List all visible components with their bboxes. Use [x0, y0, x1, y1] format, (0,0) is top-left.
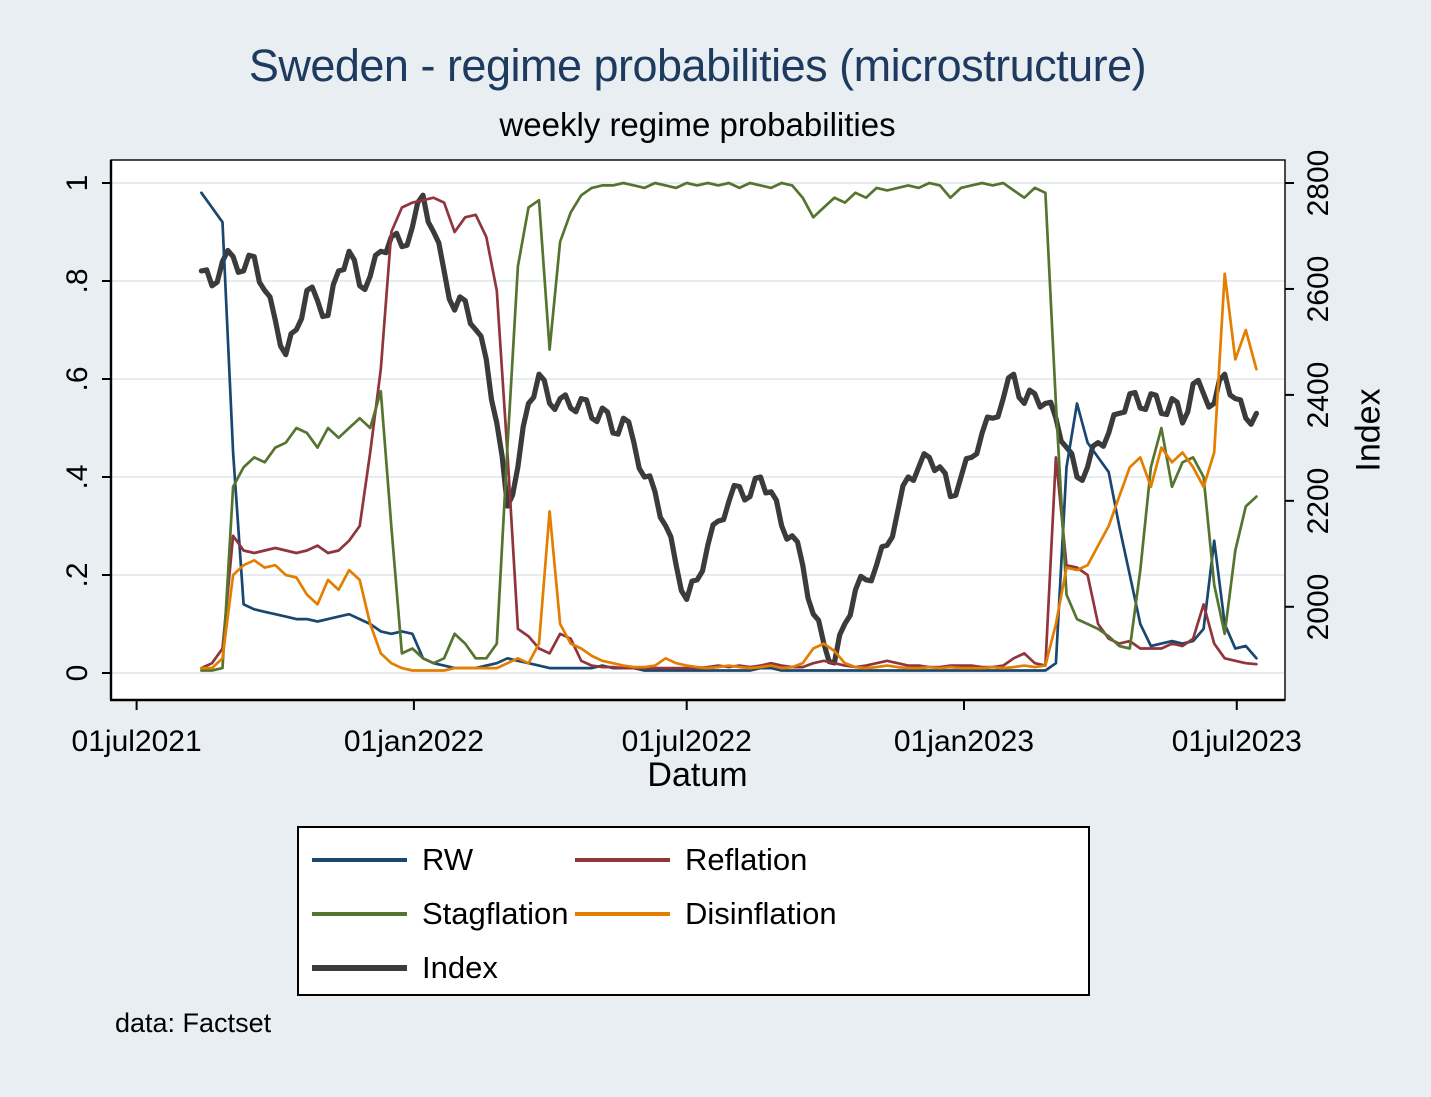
- series-line-disinflation: [200, 272, 1258, 672]
- y-right-tick-label: 2200: [1302, 467, 1335, 535]
- legend-swatch-stagflation: [312, 912, 407, 916]
- series-line-stagflation: [200, 181, 1258, 672]
- x-tick-label: 01jul2021: [71, 725, 202, 758]
- page-title: Sweden - regime probabilities (microstru…: [248, 40, 1147, 91]
- x-tick-label: 01jan2023: [893, 725, 1035, 758]
- legend-label-rw: RW: [422, 842, 474, 877]
- y-left-tick-label: 0: [61, 664, 94, 682]
- y-left-tick-label: .6: [61, 366, 94, 392]
- legend-label-disinflation: Disinflation: [685, 896, 837, 931]
- y-right-tick-label: 2000: [1302, 573, 1335, 641]
- legend-label-stagflation: Stagflation: [422, 896, 569, 931]
- source-note: data: Factset: [115, 1008, 272, 1038]
- y-left-tick-label: .2: [61, 562, 94, 588]
- legend-label-index: Index: [422, 950, 498, 985]
- series-line-index: [198, 192, 1259, 666]
- y-right-tick-label: 2800: [1302, 149, 1335, 217]
- y-left-tick-label: .8: [61, 268, 94, 294]
- legend-swatch-index: [312, 965, 407, 971]
- legend-swatch-disinflation: [575, 912, 670, 916]
- x-tick-label: 01jul2022: [621, 725, 752, 758]
- page-subtitle: weekly regime probabilities: [499, 106, 896, 143]
- legend-swatch-reflation: [575, 858, 670, 862]
- legend-swatch-rw: [312, 858, 407, 862]
- y-left-tick-label: .4: [61, 464, 94, 490]
- series-line-rw: [200, 191, 1258, 672]
- y-right-tick-label: 2400: [1302, 361, 1335, 429]
- series-line-reflation: [200, 196, 1258, 670]
- legend: RW Reflation Stagflation Disinflation In…: [297, 826, 1090, 996]
- legend-label-reflation: Reflation: [685, 842, 808, 877]
- y-right-tick-label: 2600: [1302, 255, 1335, 323]
- x-axis-title: Datum: [647, 756, 748, 794]
- y-right-axis-title: Index: [1349, 388, 1388, 472]
- x-tick-label: 01jul2023: [1171, 725, 1302, 758]
- x-tick-label: 01jan2022: [343, 725, 484, 758]
- y-left-tick-label: 1: [61, 174, 94, 192]
